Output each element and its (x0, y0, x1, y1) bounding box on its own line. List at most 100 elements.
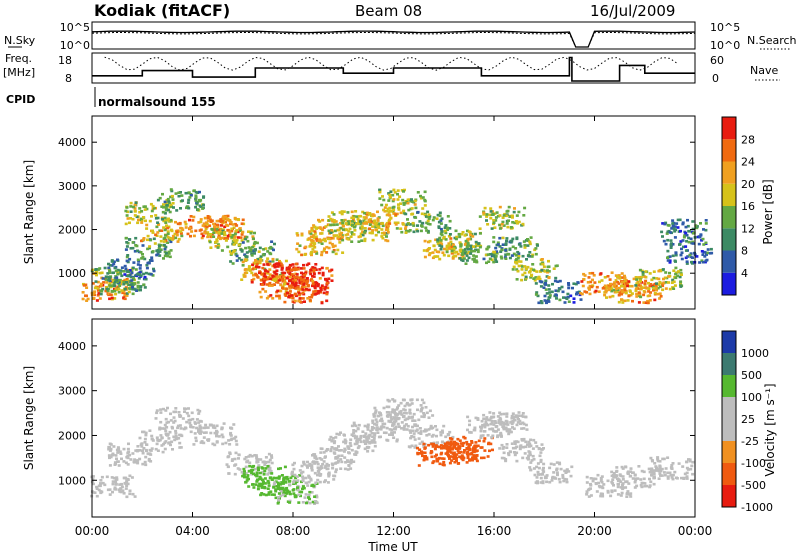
data-cell (276, 281, 280, 284)
data-cell (138, 267, 142, 270)
data-cell (601, 486, 605, 490)
data-cell (617, 293, 621, 297)
data-cell (537, 447, 541, 451)
data-cell (141, 449, 144, 452)
data-cell (426, 229, 430, 233)
data-cell (156, 439, 160, 442)
data-cell (407, 230, 411, 233)
data-cell (144, 271, 148, 275)
data-cell (691, 472, 695, 476)
data-cell (392, 198, 396, 201)
data-cell (541, 481, 545, 485)
data-cell (286, 291, 289, 295)
data-cell (284, 476, 288, 479)
data-cell (152, 237, 156, 241)
data-cell (502, 425, 506, 428)
data-cell (291, 279, 295, 283)
y-tick-label: 3000 (58, 385, 86, 398)
data-cell (159, 434, 163, 437)
data-cell (547, 288, 551, 291)
velocity-ylabel: Slant Range [km] (22, 366, 36, 470)
data-cell (302, 279, 306, 283)
data-cell (313, 266, 317, 270)
data-cell (201, 207, 205, 210)
data-cell (347, 446, 351, 450)
data-cell (240, 233, 244, 236)
data-cell (462, 257, 466, 260)
data-cell (329, 231, 333, 234)
data-cell (662, 277, 665, 281)
data-cell (684, 225, 688, 229)
data-cell (186, 232, 190, 236)
data-cell (365, 211, 369, 215)
data-cell (174, 236, 178, 240)
data-cell (146, 247, 150, 251)
data-cell (337, 228, 341, 232)
data-cell (339, 226, 343, 230)
data-cell (165, 204, 169, 207)
data-cell (418, 220, 422, 223)
data-cell (180, 434, 184, 438)
data-cell (264, 456, 268, 459)
data-cell (448, 457, 452, 460)
data-cell (173, 232, 177, 236)
data-cell (520, 268, 524, 271)
data-cell (673, 259, 677, 263)
data-cell (268, 260, 272, 264)
data-cell (543, 299, 547, 302)
vel-cbar-swatch (722, 419, 736, 441)
data-cell (642, 477, 646, 481)
data-cell (492, 254, 496, 258)
data-cell (669, 243, 673, 246)
data-cell (606, 286, 610, 289)
data-cell (498, 416, 502, 420)
data-cell (393, 427, 397, 431)
data-cell (306, 460, 309, 464)
data-cell (431, 445, 435, 448)
data-cell (623, 285, 627, 288)
data-cell (285, 492, 289, 495)
data-cell (199, 420, 203, 423)
data-cell (235, 229, 239, 232)
data-cell (117, 464, 121, 467)
data-cell (114, 454, 118, 457)
data-cell (316, 283, 320, 286)
data-cell (419, 194, 422, 198)
data-cell (465, 252, 469, 256)
data-cell (262, 480, 265, 483)
data-cell (252, 472, 255, 476)
data-cell (617, 274, 621, 277)
data-cell (344, 222, 348, 225)
power-cbar-label: Power [dB] (761, 179, 775, 244)
data-cell (519, 245, 523, 248)
data-cell (229, 234, 233, 237)
data-cell (658, 467, 662, 471)
data-cell (281, 280, 285, 283)
data-cell (169, 419, 173, 422)
data-cell (686, 218, 689, 222)
data-cell (178, 414, 181, 417)
data-cell (265, 260, 269, 263)
data-cell (554, 293, 558, 296)
data-cell (691, 460, 695, 464)
data-cell (479, 429, 483, 433)
data-cell (202, 431, 206, 434)
data-cell (280, 266, 284, 270)
data-cell (181, 417, 185, 420)
data-cell (111, 490, 114, 494)
data-cell (357, 445, 361, 448)
data-cell (250, 279, 254, 282)
data-cell (340, 212, 344, 216)
data-cell (679, 253, 683, 257)
data-cell (498, 411, 502, 415)
data-cell (194, 197, 198, 201)
data-cell (322, 451, 326, 454)
data-cell (499, 435, 503, 438)
data-cell (436, 240, 440, 243)
data-cell (274, 272, 278, 276)
data-cell (156, 250, 160, 254)
data-cell (327, 246, 331, 250)
data-cell (423, 447, 427, 450)
data-cell (276, 289, 280, 293)
data-cell (267, 493, 271, 496)
